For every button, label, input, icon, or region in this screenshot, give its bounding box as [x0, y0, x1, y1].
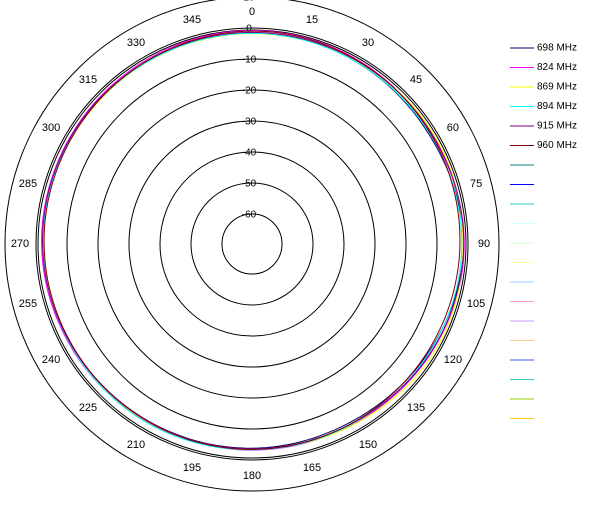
radial-tick-label: 10: [243, 0, 255, 4]
angle-tick-label: 345: [183, 14, 201, 26]
angle-tick-label: 225: [79, 402, 97, 414]
angle-tick-label: 285: [19, 178, 37, 190]
angle-tick-label: 60: [447, 122, 459, 134]
angle-tick-label: 180: [243, 470, 261, 482]
radial-tick-label: -50: [242, 179, 257, 190]
series-line-4: [42, 31, 465, 450]
legend-label: 824 MHz: [537, 62, 577, 73]
angle-tick-label: 45: [410, 74, 422, 86]
grid-ring: [190, 182, 314, 306]
radial-tick-label: 0: [246, 24, 252, 35]
radial-tick-label: -30: [242, 117, 257, 128]
angle-tick-label: 150: [359, 439, 377, 451]
grid-ring: [66, 58, 438, 430]
angle-tick-label: 330: [127, 37, 145, 49]
radial-tick-label: -40: [242, 148, 257, 159]
angle-tick-labels: 0 15 30 45 60 75 90 105 120 135 150 165 180 195 210 225…: [11, 6, 490, 482]
legend-label: 960 MHz: [537, 140, 577, 151]
radial-tick-label: -10: [242, 55, 257, 66]
angle-tick-label: 210: [127, 439, 145, 451]
legend-label: 915 MHz: [537, 121, 577, 132]
angle-tick-label: 75: [470, 178, 482, 190]
angle-tick-label: 270: [11, 238, 29, 250]
radial-tick-labels: 10 0 -10 -20 -30 -40 -50 -60: [242, 0, 257, 221]
grid-ring: [4, 0, 500, 492]
angle-tick-label: 300: [42, 122, 60, 134]
radial-tick-label: -60: [242, 210, 257, 221]
grid-ring: [128, 120, 376, 368]
series-line-5: [43, 30, 461, 451]
angle-tick-label: 90: [478, 238, 490, 250]
angle-tick-label: 105: [467, 298, 485, 310]
angle-tick-label: 240: [42, 354, 60, 366]
grid-ring: [159, 151, 345, 337]
angle-tick-label: 120: [444, 354, 462, 366]
grid-ring: [97, 89, 407, 399]
radial-tick-label: -20: [242, 86, 257, 97]
angle-tick-label: 0: [249, 6, 255, 18]
legend: 698 MHz 824 MHz 869 MHz 894 MHz 915 MHz 960 M…: [510, 43, 577, 419]
angle-tick-label: 15: [306, 14, 318, 26]
angle-tick-label: 195: [183, 462, 201, 474]
legend-label: 698 MHz: [537, 43, 577, 54]
angle-tick-label: 30: [362, 37, 374, 49]
series-lines: [41, 29, 465, 451]
grid-ring: [221, 213, 283, 275]
angle-tick-label: 315: [79, 74, 97, 86]
legend-label: 869 MHz: [537, 82, 577, 93]
angle-tick-label: 165: [303, 462, 321, 474]
angle-tick-label: 255: [19, 298, 37, 310]
angle-tick-label: 135: [407, 402, 425, 414]
legend-label: 894 MHz: [537, 101, 577, 112]
grid-ring: [35, 27, 469, 461]
